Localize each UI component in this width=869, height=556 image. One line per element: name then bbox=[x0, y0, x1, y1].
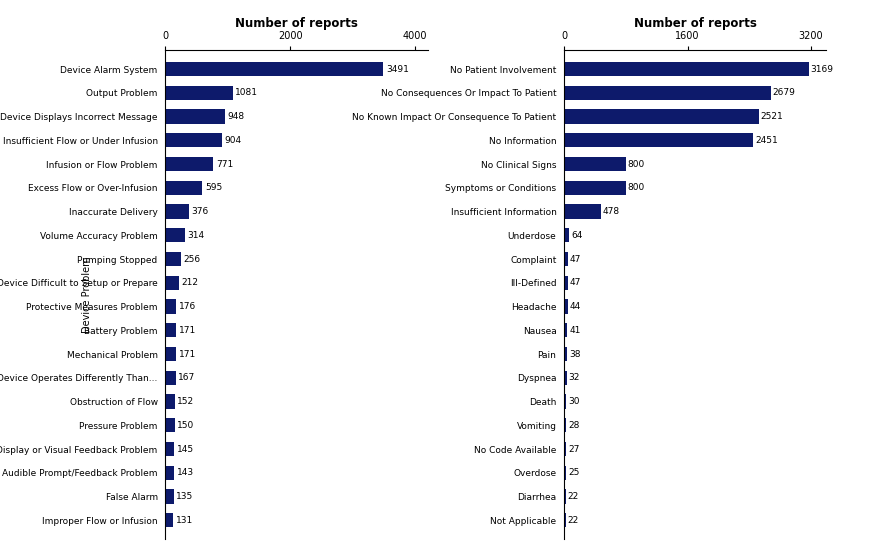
Text: 131: 131 bbox=[176, 516, 193, 525]
Text: 2521: 2521 bbox=[760, 112, 782, 121]
Bar bbox=[165, 442, 174, 456]
Text: 135: 135 bbox=[176, 492, 193, 501]
Bar bbox=[165, 181, 202, 195]
Bar bbox=[563, 513, 565, 528]
Text: 30: 30 bbox=[567, 397, 580, 406]
Text: 64: 64 bbox=[570, 231, 581, 240]
Text: 167: 167 bbox=[178, 373, 196, 383]
Text: 595: 595 bbox=[205, 183, 222, 192]
Bar bbox=[563, 418, 566, 433]
Text: 28: 28 bbox=[567, 421, 579, 430]
Bar bbox=[563, 323, 567, 337]
Text: 22: 22 bbox=[567, 492, 579, 501]
Bar bbox=[563, 181, 625, 195]
X-axis label: Number of reports: Number of reports bbox=[235, 17, 357, 30]
Text: Device Problem: Device Problem bbox=[82, 256, 91, 333]
Bar bbox=[165, 110, 224, 123]
Text: 38: 38 bbox=[568, 350, 580, 359]
Text: 904: 904 bbox=[224, 136, 241, 145]
Bar bbox=[563, 133, 753, 147]
Bar bbox=[563, 252, 567, 266]
Text: 171: 171 bbox=[178, 326, 196, 335]
Bar bbox=[165, 133, 222, 147]
Bar bbox=[563, 442, 566, 456]
Bar bbox=[563, 205, 600, 219]
Bar bbox=[165, 157, 213, 171]
Bar bbox=[165, 418, 175, 433]
Bar bbox=[563, 489, 565, 504]
Text: 27: 27 bbox=[567, 445, 579, 454]
Text: 171: 171 bbox=[178, 350, 196, 359]
Bar bbox=[563, 300, 567, 314]
Text: 376: 376 bbox=[191, 207, 209, 216]
Bar bbox=[165, 276, 178, 290]
Text: 143: 143 bbox=[176, 468, 194, 477]
Text: 176: 176 bbox=[179, 302, 196, 311]
Bar bbox=[563, 347, 567, 361]
Bar bbox=[563, 110, 758, 123]
Bar bbox=[165, 323, 176, 337]
Text: 152: 152 bbox=[177, 397, 194, 406]
Bar bbox=[563, 157, 625, 171]
Text: 212: 212 bbox=[181, 279, 198, 287]
Text: 3169: 3169 bbox=[810, 64, 833, 73]
Bar bbox=[165, 86, 233, 100]
Text: 1081: 1081 bbox=[235, 88, 258, 97]
Text: 145: 145 bbox=[176, 445, 194, 454]
Bar bbox=[563, 228, 568, 242]
Text: 25: 25 bbox=[567, 468, 579, 477]
X-axis label: Number of reports: Number of reports bbox=[634, 17, 756, 30]
Text: 32: 32 bbox=[567, 373, 580, 383]
Text: 2679: 2679 bbox=[772, 88, 795, 97]
Text: 478: 478 bbox=[602, 207, 620, 216]
Text: 47: 47 bbox=[569, 255, 580, 264]
Text: 800: 800 bbox=[627, 160, 644, 168]
Bar bbox=[165, 513, 173, 528]
Text: 47: 47 bbox=[569, 279, 580, 287]
Bar bbox=[165, 62, 383, 76]
Text: 256: 256 bbox=[183, 255, 201, 264]
Bar bbox=[165, 489, 174, 504]
Bar bbox=[563, 394, 566, 409]
Text: 3491: 3491 bbox=[386, 64, 408, 73]
Text: 800: 800 bbox=[627, 183, 644, 192]
Bar bbox=[165, 205, 189, 219]
Text: 44: 44 bbox=[569, 302, 580, 311]
Text: 314: 314 bbox=[187, 231, 204, 240]
Text: 771: 771 bbox=[216, 160, 233, 168]
Bar bbox=[563, 466, 566, 480]
Bar bbox=[563, 62, 808, 76]
Bar bbox=[563, 371, 566, 385]
Bar bbox=[165, 228, 185, 242]
Text: 150: 150 bbox=[177, 421, 194, 430]
Bar bbox=[563, 276, 567, 290]
Bar bbox=[165, 394, 175, 409]
Bar bbox=[165, 252, 181, 266]
Bar bbox=[165, 371, 176, 385]
Text: 948: 948 bbox=[227, 112, 244, 121]
Bar bbox=[165, 300, 176, 314]
Text: 41: 41 bbox=[568, 326, 580, 335]
Text: 22: 22 bbox=[567, 516, 579, 525]
Text: 2451: 2451 bbox=[754, 136, 777, 145]
Bar bbox=[563, 86, 770, 100]
Bar bbox=[165, 466, 174, 480]
Bar bbox=[165, 347, 176, 361]
